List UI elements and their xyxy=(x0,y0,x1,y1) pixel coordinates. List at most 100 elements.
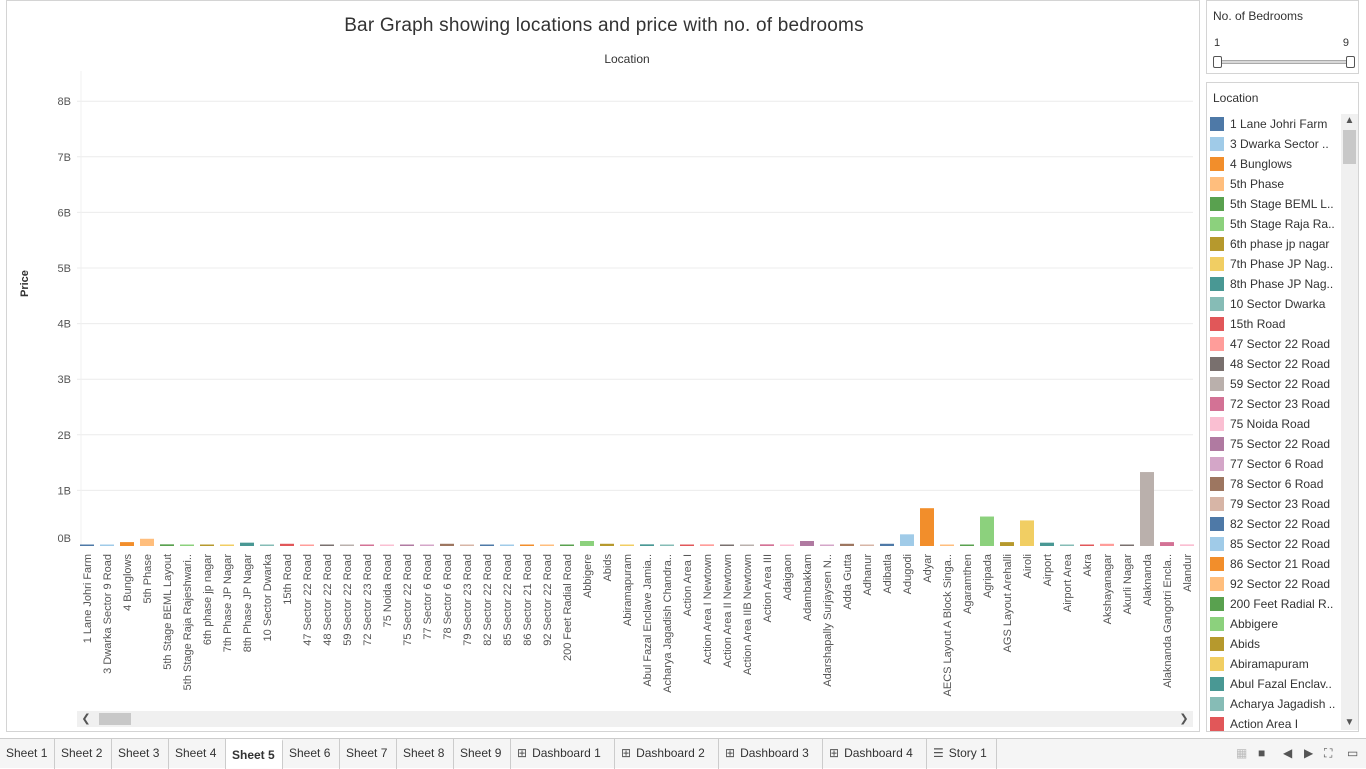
legend-item[interactable]: Acharya Jagadish .. xyxy=(1210,694,1342,714)
tab-sheet-6[interactable]: Sheet 6 xyxy=(283,739,340,769)
legend-label: 8th Phase JP Nag.. xyxy=(1230,277,1334,291)
dashboard-icon: ⊞ xyxy=(517,746,528,760)
legend-item[interactable]: Abul Fazal Enclav.. xyxy=(1210,674,1342,694)
tab-sheet-3[interactable]: Sheet 3 xyxy=(112,739,169,769)
tab-sheet-9[interactable]: Sheet 9 xyxy=(454,739,511,769)
bar xyxy=(860,544,874,546)
legend-item[interactable]: 200 Feet Radial R.. xyxy=(1210,594,1342,614)
tab-sheet-2[interactable]: Sheet 2 xyxy=(55,739,112,769)
prev-sheet-icon[interactable]: ◀ xyxy=(1283,746,1293,760)
legend-item[interactable]: Abbigere xyxy=(1210,614,1342,634)
legend-item[interactable]: 86 Sector 21 Road xyxy=(1210,554,1342,574)
slider-min-handle[interactable] xyxy=(1213,56,1222,68)
bar xyxy=(320,544,334,546)
legend-scroll-thumb[interactable] xyxy=(1343,130,1356,164)
x-tick-label: AGS Layout Arehalli xyxy=(1002,554,1014,652)
scroll-down-icon[interactable]: ▼ xyxy=(1344,717,1355,728)
x-tick-label: Action Area I xyxy=(682,554,694,616)
legend-item[interactable]: 75 Noida Road xyxy=(1210,414,1342,434)
x-tick-label: 5th Phase xyxy=(142,554,154,604)
legend-item[interactable]: 92 Sector 22 Road xyxy=(1210,574,1342,594)
legend-item[interactable]: 5th Stage BEML L.. xyxy=(1210,194,1342,214)
x-tick-label: Alaknanda Gangotri Encla.. xyxy=(1162,554,1174,688)
legend-label: 3 Dwarka Sector .. xyxy=(1230,137,1329,151)
tab-dashboard-2[interactable]: ⊞ Dashboard 2 xyxy=(615,739,719,769)
bar xyxy=(960,544,974,546)
tab-label: Dashboard 1 xyxy=(532,746,601,760)
legend-label: 75 Noida Road xyxy=(1230,417,1311,431)
legend-item[interactable]: 10 Sector Dwarka xyxy=(1210,294,1342,314)
x-tick-label: 15th Road xyxy=(282,554,294,605)
x-tick-label: 5th Stage BEML Layout xyxy=(162,554,174,670)
tab-dashboard-1[interactable]: ⊞ Dashboard 1 xyxy=(511,739,615,769)
legend-item[interactable]: 59 Sector 22 Road xyxy=(1210,374,1342,394)
filmstrip-icon[interactable]: ■ xyxy=(1258,746,1266,760)
tab-sheet-5[interactable]: Sheet 5 xyxy=(226,739,283,769)
legend-item[interactable]: Abids xyxy=(1210,634,1342,654)
next-sheet-icon[interactable]: ▶ xyxy=(1304,746,1314,760)
legend-label: 59 Sector 22 Road xyxy=(1230,377,1331,391)
tab-sheet-4[interactable]: Sheet 4 xyxy=(169,739,226,769)
legend-item[interactable]: 8th Phase JP Nag.. xyxy=(1210,274,1342,294)
bar xyxy=(520,544,534,546)
x-tick-label: Agaramthen xyxy=(962,554,974,614)
legend-item[interactable]: 5th Stage Raja Ra.. xyxy=(1210,214,1342,234)
legend-item[interactable]: 1 Lane Johri Farm xyxy=(1210,114,1342,134)
bar xyxy=(780,544,794,546)
legend-item[interactable]: 77 Sector 6 Road xyxy=(1210,454,1342,474)
scroll-thumb[interactable] xyxy=(99,713,131,725)
legend-swatch xyxy=(1210,557,1224,571)
legend-item[interactable]: 72 Sector 23 Road xyxy=(1210,394,1342,414)
legend-item[interactable]: Action Area I xyxy=(1210,714,1342,731)
scroll-up-icon[interactable]: ▲ xyxy=(1344,115,1355,126)
legend-item[interactable]: 85 Sector 22 Road xyxy=(1210,534,1342,554)
bar xyxy=(840,543,854,546)
tab-dashboard-4[interactable]: ⊞ Dashboard 4 xyxy=(823,739,927,769)
tab-label: Sheet 7 xyxy=(346,746,388,760)
tab-label: Dashboard 3 xyxy=(740,746,809,760)
tab-dashboard-3[interactable]: ⊞ Dashboard 3 xyxy=(719,739,823,769)
legend-swatch xyxy=(1210,317,1224,331)
tab-sheet-8[interactable]: Sheet 8 xyxy=(397,739,454,769)
legend-item[interactable]: 6th phase jp nagar xyxy=(1210,234,1342,254)
slider-max-label: 9 xyxy=(1342,37,1349,49)
legend-item[interactable]: 48 Sector 22 Road xyxy=(1210,354,1342,374)
legend-scrollbar[interactable]: ▲ ▼ xyxy=(1341,114,1358,730)
bar xyxy=(280,543,294,546)
legend-swatch xyxy=(1210,397,1224,411)
horizontal-scrollbar[interactable]: ❮ ❯ xyxy=(77,711,1193,727)
legend-item[interactable]: 5th Phase xyxy=(1210,174,1342,194)
legend-item[interactable]: 47 Sector 22 Road xyxy=(1210,334,1342,354)
slider-min-label: 1 xyxy=(1214,37,1221,49)
bar xyxy=(800,540,814,546)
bedrooms-slider-track[interactable] xyxy=(1217,60,1351,64)
legend-item[interactable]: Abiramapuram xyxy=(1210,654,1342,674)
legend-item[interactable]: 4 Bunglows xyxy=(1210,154,1342,174)
legend-swatch xyxy=(1210,117,1224,131)
grid-view-icon[interactable]: ▦ xyxy=(1236,746,1248,760)
tab-story-1[interactable]: ☰ Story 1 xyxy=(927,739,997,769)
slider-max-handle[interactable] xyxy=(1346,56,1355,68)
legend-swatch xyxy=(1210,477,1224,491)
legend-item[interactable]: 7th Phase JP Nag.. xyxy=(1210,254,1342,274)
legend-item[interactable]: 75 Sector 22 Road xyxy=(1210,434,1342,454)
tab-sheet-1[interactable]: Sheet 1 xyxy=(0,739,55,769)
legend-item[interactable]: 78 Sector 6 Road xyxy=(1210,474,1342,494)
bar xyxy=(600,543,614,546)
bar xyxy=(1140,472,1154,546)
fullscreen-icon[interactable]: ⛶ xyxy=(1324,746,1333,760)
x-tick-label: 8th Phase JP Nagar xyxy=(242,554,254,653)
legend-label: 5th Stage BEML L.. xyxy=(1230,197,1334,211)
scroll-left-icon[interactable]: ❮ xyxy=(81,713,91,725)
legend-item[interactable]: 3 Dwarka Sector .. xyxy=(1210,134,1342,154)
legend-item[interactable]: 82 Sector 22 Road xyxy=(1210,514,1342,534)
bar xyxy=(380,544,394,546)
legend-item[interactable]: 79 Sector 23 Road xyxy=(1210,494,1342,514)
presentation-icon[interactable]: ▭ xyxy=(1347,746,1359,760)
bar xyxy=(500,544,514,546)
legend-item[interactable]: 15th Road xyxy=(1210,314,1342,334)
bar xyxy=(580,540,594,546)
legend-swatch xyxy=(1210,137,1224,151)
scroll-right-icon[interactable]: ❯ xyxy=(1179,713,1189,725)
tab-sheet-7[interactable]: Sheet 7 xyxy=(340,739,397,769)
